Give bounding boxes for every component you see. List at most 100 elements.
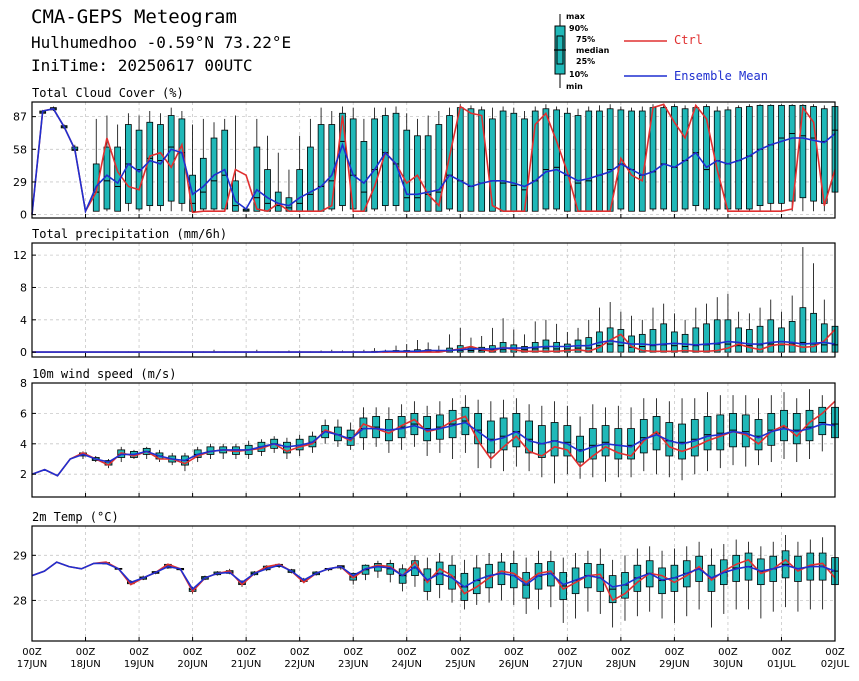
- legend-mean-label: Ensemble Mean: [674, 69, 768, 83]
- box-iqr: [542, 108, 550, 210]
- x-tick-label-date: 02JUL: [821, 659, 850, 670]
- legend-p10: 10%: [569, 70, 589, 79]
- box-iqr: [588, 428, 597, 460]
- ensemble-mean-line: [32, 339, 836, 353]
- box-iqr: [767, 104, 775, 204]
- x-tick-label-hour: 00Z: [129, 647, 149, 658]
- ctrl-line: [31, 103, 836, 215]
- y-tick-label: 87: [13, 111, 27, 124]
- panel-frame: [31, 242, 836, 358]
- box-iqr: [778, 327, 785, 353]
- box-iqr: [446, 115, 453, 210]
- box-iqr: [649, 329, 657, 353]
- y-tick-label: 8: [20, 377, 27, 390]
- y-tick-label: 4: [20, 438, 27, 451]
- box-iqr: [692, 327, 700, 353]
- box-iqr: [799, 307, 807, 353]
- box-iqr: [703, 106, 710, 210]
- box-iqr: [596, 110, 603, 212]
- box-iqr: [767, 319, 775, 353]
- location-label: Hulhumedhoo -0.59°N 73.22°E: [31, 33, 292, 52]
- box-iqr: [403, 129, 411, 212]
- legend-swatches: [624, 40, 667, 77]
- box-iqr: [756, 104, 764, 207]
- box-iqr: [799, 104, 807, 199]
- box-iqr: [563, 343, 571, 353]
- box-iqr: [778, 104, 785, 204]
- box-iqr: [525, 420, 533, 454]
- box-iqr: [660, 323, 668, 353]
- box-iqr: [735, 107, 742, 210]
- box-iqr: [392, 112, 400, 207]
- box-iqr: [328, 124, 336, 210]
- box-iqr: [724, 319, 732, 353]
- legend-p75: 75%: [576, 35, 596, 44]
- legend-box-glyph: [554, 14, 566, 88]
- box-iqr: [467, 108, 475, 212]
- x-tick-label-hour: 00Z: [665, 647, 685, 658]
- x-tick-label-hour: 00Z: [772, 647, 792, 658]
- panel-frame: [31, 525, 836, 642]
- box-iqr: [157, 124, 164, 207]
- box-iqr: [671, 331, 678, 353]
- box-iqr: [788, 104, 796, 202]
- box-iqr: [550, 422, 559, 457]
- box-iqr: [296, 169, 304, 212]
- chart-title: CMA-GEPS Meteogram: [31, 6, 237, 28]
- box-iqr: [456, 107, 464, 212]
- box-iqr: [499, 417, 508, 451]
- box-iqr: [638, 110, 646, 212]
- x-tick-label-hour: 00Z: [397, 647, 417, 658]
- box-iqr: [818, 406, 827, 436]
- box-iqr: [499, 110, 507, 212]
- x-tick-label-date: 22JUN: [284, 659, 314, 670]
- y-tick-label: 28: [13, 594, 27, 607]
- box-iqr: [724, 109, 732, 210]
- box-iqr: [678, 423, 686, 460]
- panel-frame: [31, 382, 836, 498]
- box-iqr: [585, 110, 593, 212]
- ensemble-mean-line: [31, 421, 836, 477]
- ctrl-line: [31, 400, 836, 477]
- legend-p25: 25%: [576, 57, 596, 66]
- box-iqr: [810, 312, 817, 353]
- x-tick-label-date: 20JUN: [177, 659, 207, 670]
- box-iqr: [639, 419, 648, 454]
- box-iqr: [792, 412, 801, 445]
- box-iqr: [563, 112, 571, 212]
- x-tick-label-date: 19JUN: [124, 659, 154, 670]
- box-iqr: [478, 109, 486, 212]
- box-iqr: [537, 425, 546, 458]
- box-iqr: [638, 333, 646, 353]
- x-tick-label-date: 24JUN: [391, 659, 421, 670]
- box-iqr: [703, 323, 710, 353]
- y-tick-label: 2: [20, 468, 27, 481]
- x-tick-label-date: 26JUN: [499, 659, 529, 670]
- box-iqr: [307, 146, 314, 212]
- y-tick-label: 4: [20, 314, 27, 327]
- x-tick-label-date: 29JUN: [659, 659, 689, 670]
- box-iqr: [360, 141, 368, 212]
- x-tick-label-hour: 00Z: [558, 647, 578, 658]
- box-iqr: [512, 412, 521, 448]
- box-iqr: [253, 146, 261, 212]
- x-tick-label-date: 28JUN: [606, 659, 636, 670]
- legend-median: median: [576, 46, 610, 55]
- box-iqr: [435, 124, 443, 212]
- x-tick-label-hour: 00Z: [611, 647, 631, 658]
- box-iqr: [574, 115, 582, 212]
- y-tick-label: 29: [13, 549, 27, 562]
- box-iqr: [606, 108, 614, 212]
- box-iqr: [617, 329, 625, 353]
- box-iqr: [167, 115, 175, 202]
- x-tick-label-hour: 00Z: [825, 647, 845, 658]
- x-tick-label-date: 17JUN: [17, 659, 47, 670]
- box-iqr: [531, 110, 539, 212]
- box-iqr: [735, 327, 742, 353]
- box-iqr: [339, 112, 346, 207]
- y-tick-label: 0: [20, 346, 27, 359]
- box-iqr: [614, 428, 623, 460]
- panel-title: 10m wind speed (m/s): [32, 367, 177, 381]
- panel-frame: [31, 101, 836, 219]
